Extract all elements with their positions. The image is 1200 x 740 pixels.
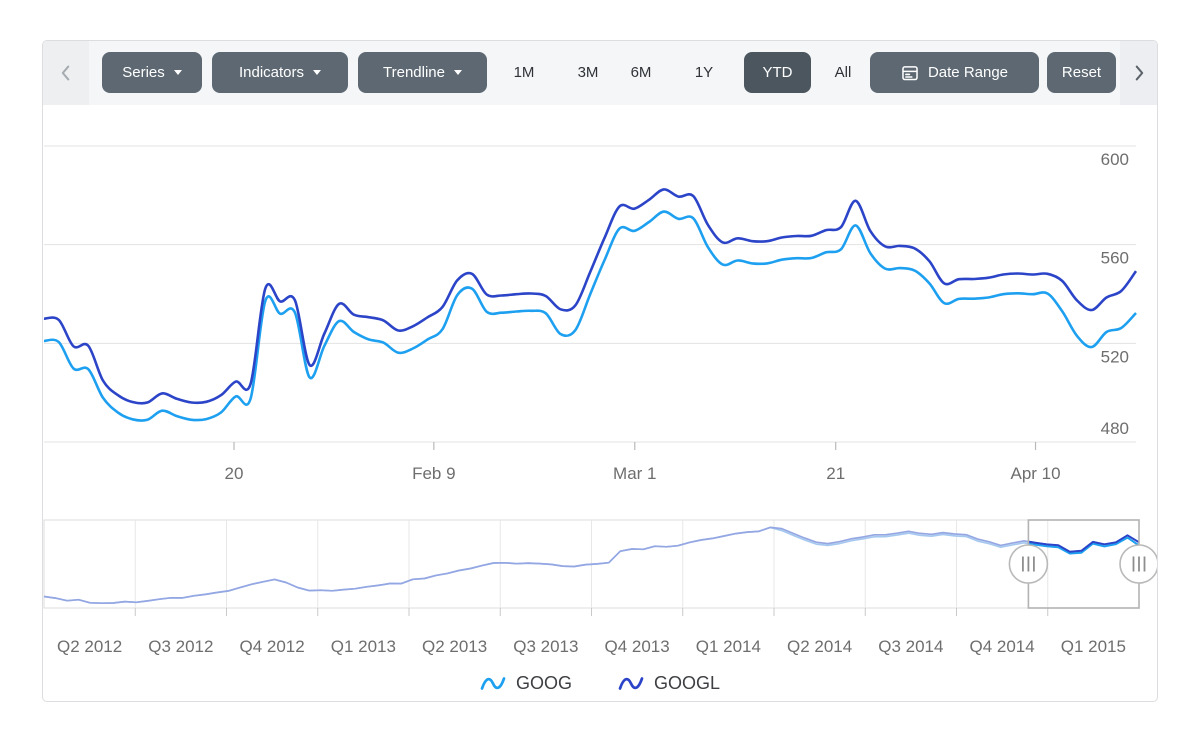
toolbar-scroll-right-button[interactable] bbox=[1120, 41, 1157, 105]
navigator-quarter-label: Q3 2014 bbox=[878, 637, 943, 656]
chevron-down-icon bbox=[173, 70, 182, 75]
navigator-quarter-label: Q1 2014 bbox=[696, 637, 761, 656]
period-label: 3M bbox=[577, 64, 599, 81]
navigator-quarter-label: Q2 2014 bbox=[787, 637, 852, 656]
navigator-line-selected-goog bbox=[1028, 536, 1140, 555]
navigator-frame bbox=[43, 519, 1140, 609]
date-range-calendar-icon bbox=[902, 65, 918, 80]
chevron-left-icon bbox=[61, 65, 70, 81]
period-label: YTD bbox=[762, 64, 793, 81]
period-label: 1Y bbox=[694, 64, 714, 81]
chevron-right-icon bbox=[1135, 65, 1143, 81]
reset-label: Reset bbox=[1061, 64, 1102, 81]
navigator-quarter-label: Q2 2013 bbox=[422, 637, 487, 656]
y-axis-label: 480 bbox=[1101, 419, 1129, 438]
legend: GOOG GOOGL bbox=[43, 673, 1157, 694]
period-button-all[interactable]: All bbox=[829, 52, 858, 93]
series-dropdown-button[interactable]: Series bbox=[102, 52, 202, 93]
navigator-quarter-label: Q4 2013 bbox=[605, 637, 670, 656]
navigator-quarter-label: Q4 2014 bbox=[970, 637, 1035, 656]
stock-chart-card: Series Indicators Trendline 1M 3M 6M 1Y YTD All… bbox=[42, 40, 1158, 702]
toolbar: Series Indicators Trendline 1M 3M 6M 1Y YTD All… bbox=[43, 41, 1157, 105]
navigator-quarter-label: Q3 2013 bbox=[513, 637, 578, 656]
series-wave-icon bbox=[618, 677, 644, 690]
navigator-line-selected-googl bbox=[1028, 534, 1140, 553]
legend-label: GOOGL bbox=[654, 673, 721, 693]
period-button-1m[interactable]: 1M bbox=[508, 52, 541, 93]
x-axis-label: Feb 9 bbox=[412, 464, 455, 483]
series-wave-icon bbox=[480, 677, 506, 690]
navigator-handle-right[interactable] bbox=[1119, 544, 1157, 584]
y-axis-label: 600 bbox=[1101, 150, 1129, 169]
navigator-quarter-label: Q1 2013 bbox=[331, 637, 396, 656]
y-axis-label: 520 bbox=[1101, 347, 1129, 366]
x-axis-label: Apr 10 bbox=[1010, 464, 1060, 483]
trendline-dropdown-button[interactable]: Trendline bbox=[358, 52, 487, 93]
period-button-3m[interactable]: 3M bbox=[572, 52, 605, 93]
navigator-handle-left[interactable] bbox=[1008, 544, 1049, 584]
period-label: All bbox=[834, 64, 852, 81]
period-button-ytd[interactable]: YTD bbox=[744, 52, 811, 93]
date-range-button[interactable]: Date Range bbox=[870, 52, 1039, 93]
main-series-line-googl bbox=[43, 188, 1138, 405]
reset-button[interactable]: Reset bbox=[1047, 52, 1116, 93]
dropdown-label: Indicators bbox=[238, 64, 305, 81]
legend-label: GOOG bbox=[515, 673, 572, 693]
dropdown-label: Series bbox=[122, 64, 165, 81]
navigator-quarter-label: Q2 2012 bbox=[57, 637, 122, 656]
toolbar-scroll-left-button[interactable] bbox=[43, 41, 89, 105]
period-label: 1M bbox=[513, 64, 535, 81]
legend-item-googl[interactable]: GOOGL bbox=[618, 673, 720, 694]
period-label: 6M bbox=[630, 64, 652, 81]
x-axis-label: Mar 1 bbox=[613, 464, 656, 483]
chevron-down-icon bbox=[313, 70, 322, 75]
x-axis-label: 20 bbox=[225, 464, 244, 483]
x-axis-label: 21 bbox=[826, 464, 845, 483]
navigator-quarter-label: Q1 2015 bbox=[1061, 637, 1126, 656]
chevron-down-icon bbox=[453, 70, 462, 75]
navigator-quarter-label: Q4 2012 bbox=[240, 637, 305, 656]
charts-canvas: 480 520 560 600 20 Feb 9 Mar 1 21 Apr 10 Q2 2012 Q… bbox=[43, 145, 1157, 656]
dropdown-label: Trendline bbox=[383, 64, 445, 81]
legend-item-goog[interactable]: GOOG bbox=[480, 673, 572, 694]
y-axis-label: 560 bbox=[1101, 249, 1129, 268]
main-series-line-goog bbox=[43, 210, 1137, 422]
navigator-quarter-label: Q3 2012 bbox=[148, 637, 213, 656]
navigator-line-faded-googl bbox=[43, 526, 1140, 605]
period-button-6m[interactable]: 6M bbox=[625, 52, 658, 93]
period-button-1y[interactable]: 1Y bbox=[689, 52, 719, 93]
navigator-selection[interactable] bbox=[1027, 519, 1140, 609]
indicators-dropdown-button[interactable]: Indicators bbox=[212, 52, 348, 93]
navigator-line-faded-goog bbox=[43, 526, 1140, 605]
date-range-label: Date Range bbox=[927, 64, 1009, 81]
